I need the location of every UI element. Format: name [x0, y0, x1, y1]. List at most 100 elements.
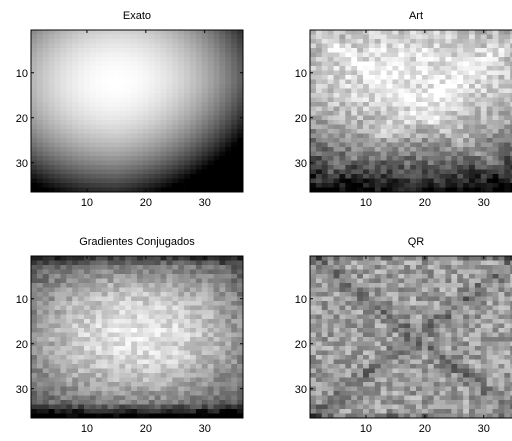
heatmap-cell [369, 342, 375, 347]
heatmap-cell [190, 53, 196, 58]
heatmap-cell [66, 80, 72, 85]
heatmap-cell [451, 156, 457, 161]
heatmap-cell [49, 315, 55, 320]
heatmap-cell [202, 174, 208, 179]
heatmap-cell [504, 165, 510, 170]
heatmap-cell [31, 288, 37, 293]
heatmap-cell [208, 183, 214, 188]
heatmap-cell [392, 62, 398, 67]
heatmap-cell [463, 80, 469, 85]
heatmap-cell [498, 102, 504, 107]
heatmap-cell [49, 98, 55, 103]
heatmap-cell [451, 143, 457, 148]
heatmap-cell [225, 156, 231, 161]
heatmap-cell [322, 161, 328, 166]
heatmap-cell [487, 165, 493, 170]
heatmap-cell [43, 292, 49, 297]
heatmap-cell [237, 93, 243, 98]
heatmap-cell [440, 315, 446, 320]
heatmap-cell [463, 179, 469, 184]
heatmap-cell [410, 30, 416, 35]
heatmap-cell [440, 156, 446, 161]
heatmap-cell [78, 44, 84, 49]
heatmap-cell [457, 35, 463, 40]
heatmap-cell [155, 400, 161, 405]
heatmap-cell [475, 297, 481, 302]
heatmap-cell [60, 400, 66, 405]
heatmap-cell [166, 30, 172, 35]
heatmap-cell [363, 107, 369, 112]
heatmap-cell [369, 288, 375, 293]
heatmap-cell [149, 378, 155, 383]
heatmap-cell [428, 306, 434, 311]
heatmap-cell [434, 315, 440, 320]
heatmap-cell [310, 143, 316, 148]
heatmap-cell [161, 270, 167, 275]
heatmap-cell [108, 256, 114, 261]
heatmap-cell [487, 342, 493, 347]
heatmap-cell [84, 152, 90, 157]
heatmap-cell [487, 279, 493, 284]
heatmap-cell [316, 324, 322, 329]
heatmap-cell [190, 270, 196, 275]
heatmap-cell [498, 107, 504, 112]
heatmap-cell [345, 143, 351, 148]
heatmap-cell [155, 256, 161, 261]
heatmap-cell [143, 71, 149, 76]
heatmap-cell [119, 382, 125, 387]
heatmap-cell [208, 315, 214, 320]
heatmap-cell [96, 125, 102, 130]
heatmap-cell [369, 324, 375, 329]
heatmap-cell [119, 93, 125, 98]
heatmap-cell [84, 400, 90, 405]
heatmap-cell [113, 116, 119, 121]
heatmap-cell [398, 71, 404, 76]
heatmap-cell [310, 53, 316, 58]
heatmap-cell [463, 39, 469, 44]
heatmap-cell [161, 315, 167, 320]
heatmap-cell [155, 328, 161, 333]
heatmap-cell [172, 44, 178, 49]
heatmap-cell [208, 378, 214, 383]
heatmap-cell [463, 274, 469, 279]
heatmap-cell [363, 378, 369, 383]
heatmap-cell [84, 35, 90, 40]
heatmap-cell [72, 75, 78, 80]
heatmap-cell [351, 283, 357, 288]
heatmap-cell [416, 315, 422, 320]
heatmap-cell [334, 156, 340, 161]
heatmap-cell [166, 373, 172, 378]
heatmap-cell [60, 111, 66, 116]
heatmap-cell [498, 44, 504, 49]
heatmap-cell [196, 30, 202, 35]
heatmap-cell [172, 143, 178, 148]
heatmap-cell [96, 39, 102, 44]
heatmap-cell [422, 147, 428, 152]
heatmap-cell [231, 297, 237, 302]
panel-title-gradientes-conjugados: Gradientes Conjugados [79, 236, 195, 248]
heatmap-cell [487, 156, 493, 161]
heatmap-cell [225, 48, 231, 53]
heatmap-cell [49, 111, 55, 116]
heatmap-cell [55, 315, 61, 320]
heatmap-cell [440, 342, 446, 347]
heatmap-cell [102, 111, 108, 116]
heatmap-cell [369, 315, 375, 320]
heatmap-cell [422, 35, 428, 40]
heatmap-cell [345, 256, 351, 261]
heatmap-cell [78, 174, 84, 179]
heatmap-cell [72, 346, 78, 351]
heatmap-cell [504, 315, 510, 320]
heatmap-cell [108, 66, 114, 71]
heatmap-cell [345, 134, 351, 139]
heatmap-cell [504, 174, 510, 179]
heatmap-cell [475, 337, 481, 342]
heatmap-cell [102, 125, 108, 130]
heatmap-cell [493, 319, 499, 324]
heatmap-cell [125, 373, 131, 378]
heatmap-cell [451, 360, 457, 365]
heatmap-cell [143, 319, 149, 324]
heatmap-cell [504, 270, 510, 275]
heatmap-cell [155, 333, 161, 338]
heatmap-cell [440, 165, 446, 170]
